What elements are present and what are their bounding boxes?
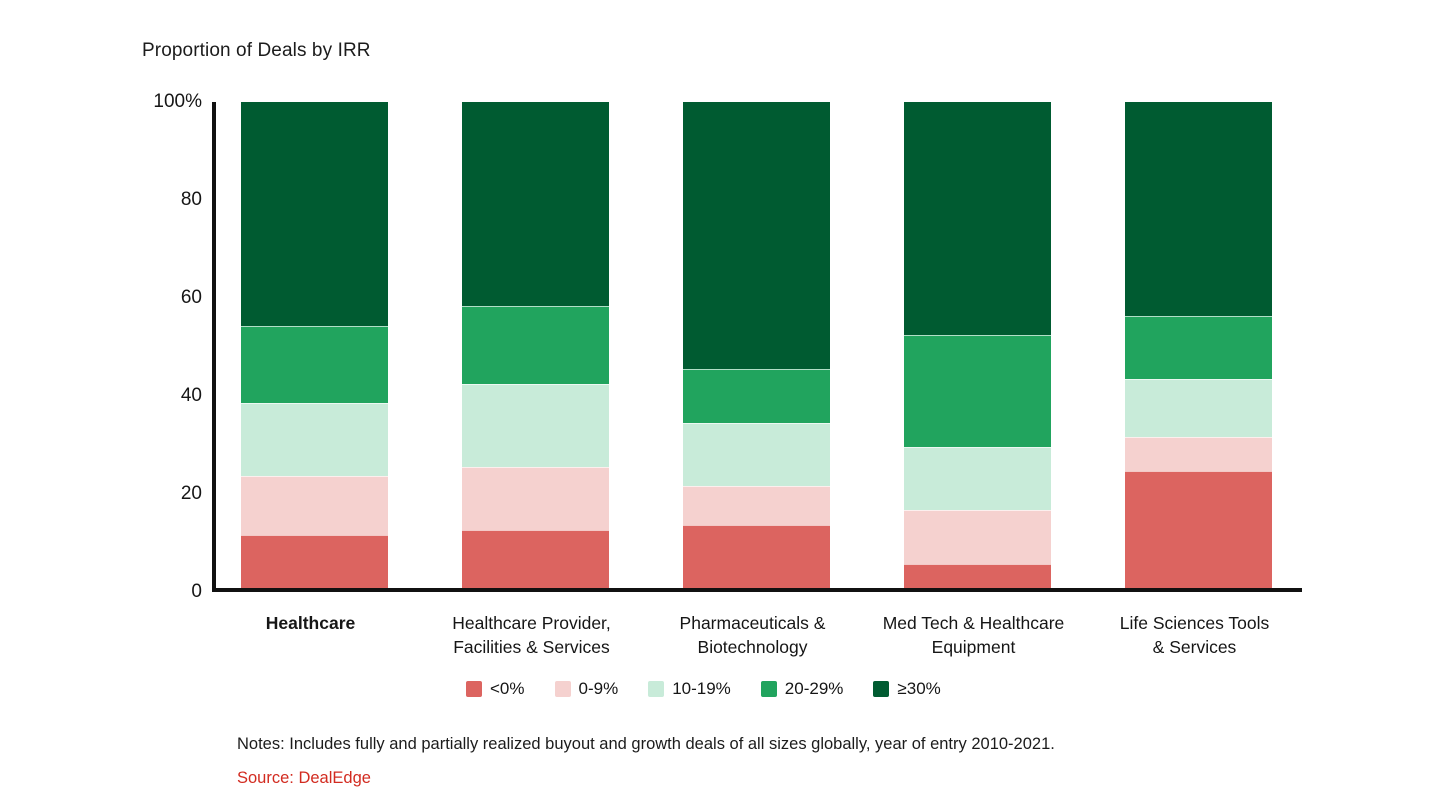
y-axis: 100% 80 60 40 20 0 (12, 91, 202, 602)
legend-item: 10-19% (648, 679, 731, 699)
x-axis-label-line: Med Tech & Healthcare (882, 613, 1065, 633)
bar-segment-≥30% (241, 102, 388, 326)
y-tick-label: 80 (180, 189, 202, 210)
bar-segment-<0% (683, 524, 830, 588)
bar-segment-0-9% (241, 476, 388, 535)
bar-column (904, 102, 1051, 588)
bar-segment-≥30% (904, 102, 1051, 336)
bar-segment-20-29% (462, 306, 609, 384)
x-axis-label-line: Equipment (931, 637, 1016, 657)
bar-segment-0-9% (1125, 437, 1272, 472)
x-axis-label-line: Healthcare Provider, (452, 613, 611, 633)
bar-segment-10-19% (683, 422, 830, 486)
chart-title: Proportion of Deals by IRR (142, 40, 371, 61)
notes-text: Notes: Includes fully and partially real… (237, 735, 1055, 753)
bar-segment-10-19% (462, 383, 609, 467)
bar-segment-10-19% (241, 403, 388, 477)
legend: <0% 0-9% 10-19% 20-29% ≥30% (466, 679, 941, 699)
legend-label: 0-9% (578, 679, 619, 698)
y-tick-label: 60 (180, 287, 202, 308)
legend-swatch-icon (760, 681, 777, 697)
bar-segment-<0% (241, 534, 388, 588)
x-axis-label-line: Facilities & Services (453, 637, 610, 657)
bar-segment-≥30% (683, 102, 830, 370)
y-tick-label: 100% (153, 91, 202, 112)
bar-segment-0-9% (683, 485, 830, 525)
y-tick-label: 0 (191, 581, 202, 602)
legend-label: 20-29% (784, 679, 844, 698)
bar-column (1125, 102, 1272, 588)
bar-segment-10-19% (1125, 379, 1272, 438)
bar-segment-0-9% (462, 466, 609, 530)
x-axis-label: Med Tech & Healthcare Equipment (849, 611, 1099, 659)
legend-item: <0% (466, 679, 525, 699)
bar-column (462, 102, 609, 588)
y-tick-label: 20 (180, 483, 202, 504)
legend-item: 0-9% (554, 679, 619, 699)
x-axis-label-line: Healthcare (265, 613, 356, 633)
x-axis-label-line: Life Sciences Tools (1119, 613, 1270, 633)
x-axis-label-line: Biotechnology (697, 637, 808, 657)
bars-group (216, 102, 1302, 588)
legend-label: ≥30% (897, 679, 941, 698)
bar-segment-20-29% (241, 325, 388, 404)
bar-segment-0-9% (904, 510, 1051, 564)
bar-segment-<0% (904, 563, 1051, 588)
x-axis-label: Healthcare Provider, Facilities & Service… (407, 611, 657, 659)
legend-swatch-icon (873, 681, 890, 697)
x-axis-label: Life Sciences Tools & Services (1070, 611, 1320, 659)
y-tick-label: 40 (180, 385, 202, 406)
bar-segment-20-29% (683, 369, 830, 423)
x-axis-label-line: Pharmaceuticals & (679, 613, 826, 633)
legend-label: 10-19% (672, 679, 731, 698)
bar-segment-20-29% (904, 335, 1051, 448)
plot-area: 100% 80 60 40 20 0 (153, 91, 1302, 602)
legend-label: <0% (490, 679, 525, 698)
bar-segment-≥30% (1125, 102, 1272, 316)
bar-segment-10-19% (904, 447, 1051, 511)
legend-item: ≥30% (873, 679, 941, 699)
legend-swatch-icon (648, 681, 665, 697)
legend-swatch-icon (554, 681, 571, 697)
legend-swatch-icon (466, 681, 482, 697)
x-axis-label-line: & Services (1152, 637, 1237, 657)
source-text: Source: DealEdge (237, 769, 371, 787)
bar-column (241, 102, 388, 588)
bar-segment-<0% (462, 529, 609, 588)
x-axis-label: Pharmaceuticals & Biotechnology (628, 611, 878, 659)
bar-segment-20-29% (1125, 315, 1272, 380)
x-axis-label: Healthcare (186, 611, 436, 635)
bar-column (683, 102, 830, 588)
bar-segment-≥30% (462, 102, 609, 307)
bar-segment-<0% (1125, 471, 1272, 588)
legend-item: 20-29% (760, 679, 844, 699)
